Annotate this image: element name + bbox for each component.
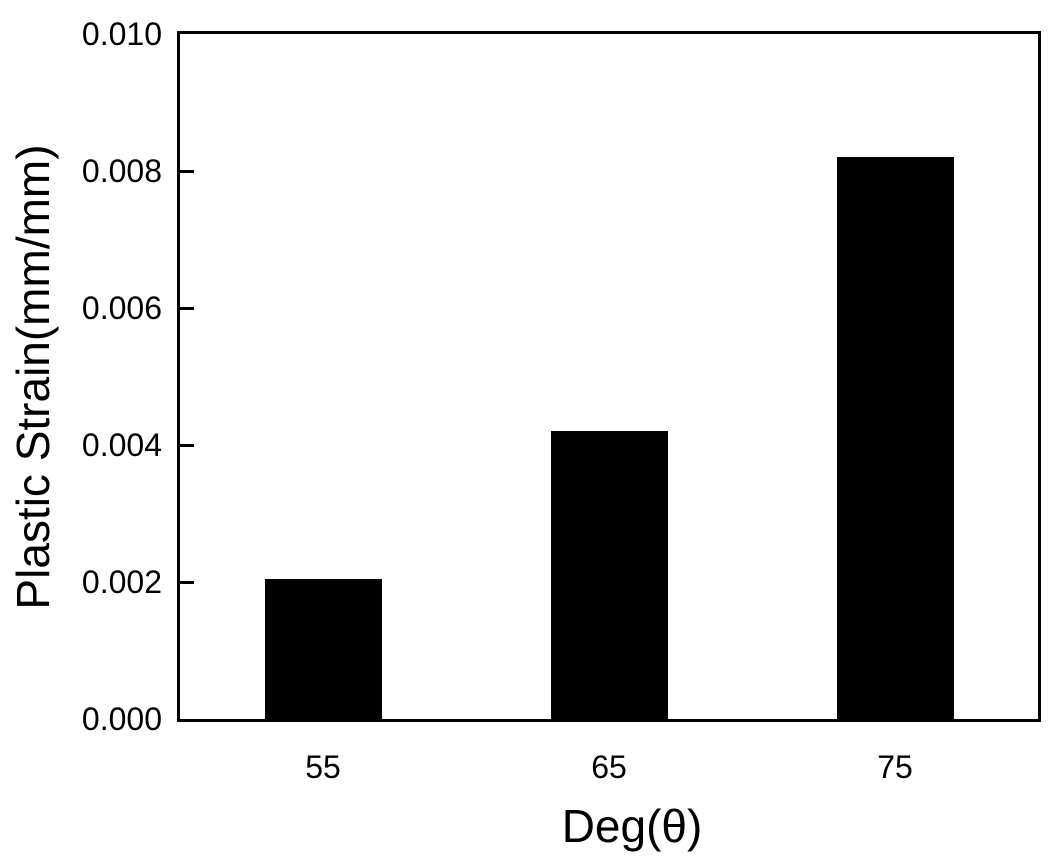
bar-75 (836, 157, 954, 719)
y-tick-label: 0.000 (81, 701, 162, 737)
y-axis-title: Plastic Strain(mm/mm) (7, 144, 59, 610)
x-tick-label: 75 (877, 749, 913, 785)
x-tick-label: 65 (591, 749, 627, 785)
y-tick (180, 169, 194, 173)
y-tick (180, 580, 194, 584)
y-tick-label: 0.010 (81, 16, 162, 52)
x-tick-label: 55 (305, 749, 341, 785)
y-tick-label: 0.002 (81, 564, 162, 600)
bar-65 (550, 431, 668, 719)
y-tick-label: 0.008 (81, 153, 162, 189)
x-axis-title: Deg(θ) (561, 800, 703, 852)
y-tick-label: 0.006 (81, 290, 162, 326)
y-tick (180, 443, 194, 447)
y-tick (180, 306, 194, 310)
y-tick-label: 0.004 (81, 427, 162, 463)
plot-area (177, 31, 1041, 722)
bar-55 (264, 578, 382, 719)
